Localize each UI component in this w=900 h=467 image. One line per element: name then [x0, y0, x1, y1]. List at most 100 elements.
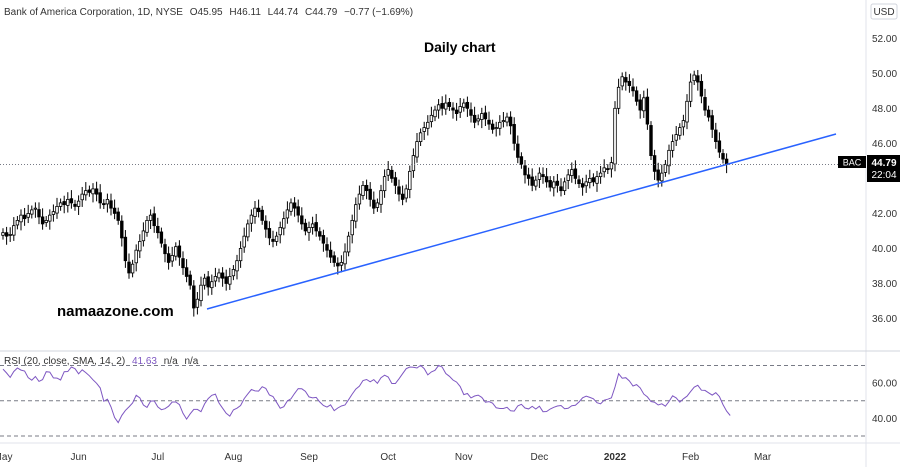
price-tick-label: 52.00: [872, 34, 897, 45]
symbol-line: Bank of America Corporation, 1D, NYSE: [4, 7, 183, 18]
candle-body: [285, 209, 290, 219]
change-value: −0.77 (−1.69%): [344, 7, 413, 18]
rsi-band-lines: [0, 365, 866, 437]
candle-body: [346, 235, 351, 253]
candle-body: [537, 172, 542, 180]
candle-body: [422, 127, 426, 132]
last-price-tag: [867, 155, 900, 182]
candle-body: [530, 176, 534, 186]
candle-body: [325, 244, 329, 251]
candle-body: [224, 276, 228, 284]
price-tick-label: 36.00: [872, 314, 897, 325]
trendline[interactable]: [206, 133, 837, 310]
candle-body: [595, 176, 599, 184]
price-tick-label: 50.00: [872, 69, 897, 80]
candle-body: [48, 214, 52, 222]
symbol-tag: [838, 156, 866, 168]
candle-body: [145, 220, 149, 233]
candle-body: [706, 109, 711, 118]
candle-body: [627, 80, 632, 86]
time-tick-label: Dec: [531, 452, 549, 463]
candle-body: [436, 104, 441, 111]
candle-body: [217, 272, 221, 279]
last-price-label: 44.79: [871, 158, 896, 169]
candlestick-series: [1, 69, 729, 317]
candle-body: [721, 153, 725, 160]
candle-body: [51, 211, 56, 215]
candle-body: [303, 222, 308, 232]
candle-body: [22, 214, 27, 220]
candle-body: [717, 140, 722, 153]
candle-body: [1, 232, 5, 236]
candle-body: [598, 172, 603, 178]
candle-body: [440, 103, 444, 109]
candle-body: [688, 81, 693, 102]
candle-body: [69, 198, 74, 204]
candle-body: [328, 249, 333, 258]
close-label: C: [305, 7, 312, 18]
candle-body: [271, 238, 275, 242]
low-value: 44.74: [273, 7, 298, 18]
candle-body: [206, 276, 210, 288]
candle-body: [660, 172, 664, 182]
candle-body: [458, 106, 462, 113]
candle-body: [174, 246, 178, 257]
candle-body: [264, 220, 268, 230]
candle-body: [375, 202, 380, 208]
candle-body: [555, 180, 560, 186]
candle-body: [429, 114, 434, 123]
time-axis[interactable]: May Jun Jul Aug Sep Oct Nov Dec 2022 Feb Mar: [0, 452, 772, 463]
candle-body: [238, 248, 243, 262]
time-tick-label: Oct: [380, 452, 396, 463]
candle-body: [314, 222, 318, 232]
candle-body: [307, 227, 311, 233]
rsi-line: [2, 364, 731, 424]
price-tick-label: 40.00: [872, 244, 897, 255]
candle-body: [141, 230, 146, 242]
candle-body: [148, 214, 153, 221]
candle-body: [634, 90, 639, 102]
rsi-tick-label: 40.00: [872, 414, 897, 425]
rsi-legend-na-2: n/a: [184, 356, 198, 367]
candle-body: [447, 101, 452, 107]
candle-body: [444, 102, 448, 110]
candle-body: [505, 116, 509, 123]
candle-body: [390, 169, 394, 179]
candle-body: [516, 143, 520, 158]
currency-box[interactable]: [870, 3, 898, 20]
candle-body: [58, 202, 63, 207]
candle-body: [400, 193, 405, 200]
candle-body: [404, 188, 408, 199]
price-tick-label: 42.00: [872, 209, 897, 220]
candle-body: [87, 189, 92, 193]
rsi-legend-value: 41.63: [132, 356, 157, 367]
candle-body: [368, 188, 372, 200]
candle-body: [663, 163, 668, 173]
candle-body: [296, 206, 300, 216]
candle-body: [512, 124, 516, 144]
candle-body: [343, 251, 347, 265]
candle-body: [336, 262, 340, 267]
candle-body: [105, 198, 110, 205]
candle-body: [339, 262, 344, 266]
candle-body: [534, 179, 538, 187]
candle-body: [30, 209, 34, 215]
candle-body: [134, 249, 138, 264]
rsi-axis[interactable]: 40.00 60.00: [872, 379, 897, 425]
candle-body: [411, 155, 416, 172]
candle-body: [501, 120, 506, 123]
candle-body: [696, 75, 700, 83]
high-label: H: [229, 7, 236, 18]
candle-body: [490, 123, 495, 130]
candle-body: [361, 184, 365, 196]
candle-body: [480, 113, 484, 120]
candle-body: [12, 225, 16, 236]
candle-body: [541, 174, 545, 178]
candle-body: [220, 272, 225, 279]
candle-body: [152, 213, 156, 227]
candle-body: [267, 228, 272, 239]
candle-body: [130, 263, 135, 274]
candle-body: [80, 193, 84, 201]
time-tick-label: Sep: [300, 452, 318, 463]
